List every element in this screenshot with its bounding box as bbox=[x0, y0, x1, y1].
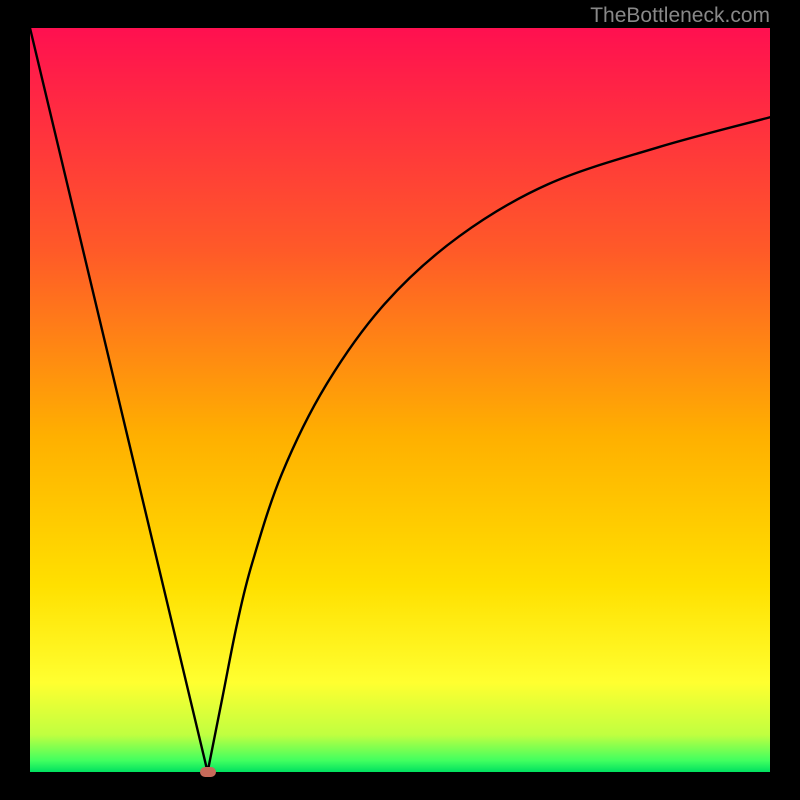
watermark-text: TheBottleneck.com bbox=[590, 4, 770, 28]
minimum-marker bbox=[200, 767, 216, 777]
curve-path bbox=[30, 28, 770, 772]
chart-container: { "canvas": { "width": 800, "height": 80… bbox=[0, 0, 800, 800]
bottleneck-curve bbox=[30, 28, 770, 772]
